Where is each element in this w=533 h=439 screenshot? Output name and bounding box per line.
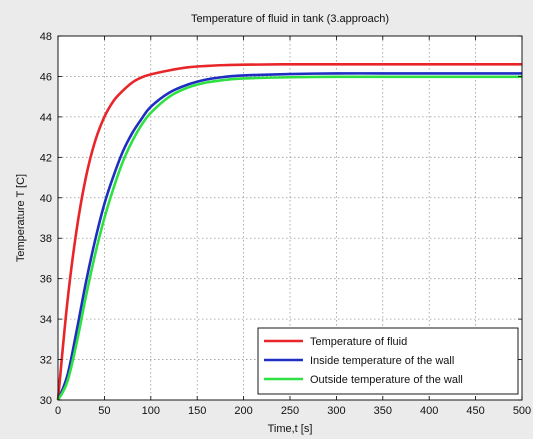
x-tick-label: 100: [142, 405, 160, 417]
y-axis-label: Temperature T [C]: [15, 174, 27, 262]
legend-label-1: Inside temperature of the wall: [310, 355, 454, 367]
series-lines: [56, 62, 522, 401]
x-tick-label: 50: [98, 405, 110, 417]
x-tick-label: 350: [374, 405, 392, 417]
legend-label-0: Temperature of fluid: [310, 336, 407, 348]
x-tick-label: 250: [281, 405, 299, 417]
x-tick-label: 150: [188, 405, 206, 417]
y-tick-label: 32: [40, 355, 52, 367]
y-tick-label: 36: [40, 274, 52, 286]
y-tick-label: 38: [40, 233, 52, 245]
y-tick-label: 42: [40, 152, 52, 164]
grid: [58, 36, 522, 400]
series-line-2: [56, 75, 522, 401]
legend: Temperature of fluid Inside temperature o…: [257, 327, 519, 395]
ticks: 0 50 100 150 200 250 300 350 400 450 500 30 32 34 36 38…: [40, 31, 531, 417]
y-tick-label: 40: [40, 193, 52, 205]
y-tick-label: 48: [40, 31, 52, 43]
x-tick-label: 450: [466, 405, 484, 417]
series-line-0: [56, 62, 522, 401]
x-tick-label: 400: [420, 405, 438, 417]
y-tick-label: 30: [40, 395, 52, 407]
y-tick-label: 46: [40, 71, 52, 83]
x-tick-label: 0: [55, 405, 61, 417]
y-tick-label: 34: [40, 314, 52, 326]
y-tick-label: 44: [40, 112, 52, 124]
x-tick-label: 200: [234, 405, 252, 417]
x-tick-label: 300: [327, 405, 345, 417]
x-tick-label: 500: [513, 405, 531, 417]
x-axis-label: Time,t [s]: [268, 423, 313, 435]
series-line-1: [56, 72, 522, 401]
legend-label-2: Outside temperature of the wall: [310, 374, 463, 386]
chart-title: Temperature of fluid in tank (3.approach…: [191, 13, 389, 25]
